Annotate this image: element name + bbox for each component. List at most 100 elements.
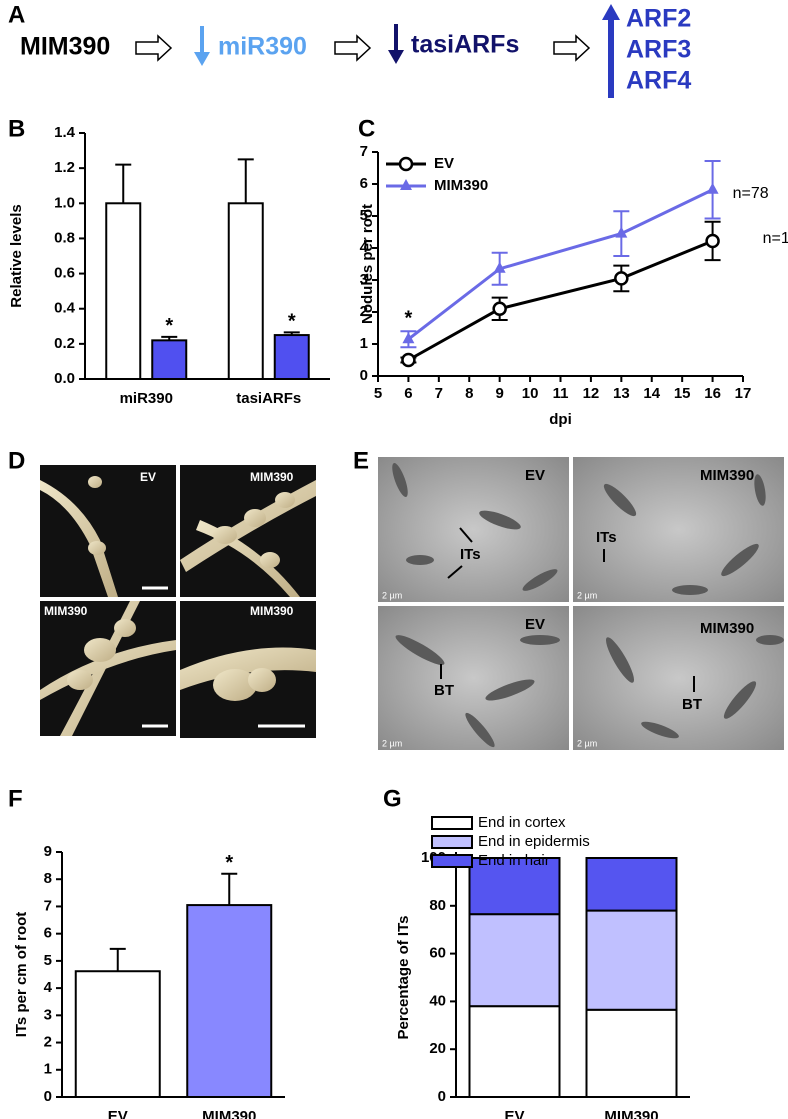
legend-swatch — [431, 816, 473, 830]
nodule — [88, 476, 102, 488]
bar — [151, 339, 188, 381]
nodule — [213, 669, 257, 701]
y-axis-title: ITs per cm of root — [13, 912, 30, 1038]
bar-segment — [468, 913, 561, 1008]
y-tick-label: 9 — [44, 843, 52, 860]
root — [40, 640, 176, 700]
nodule — [244, 509, 266, 527]
x-tick-label: 11 — [553, 385, 569, 402]
micrograph-mark: ITs — [596, 529, 617, 546]
legend-label: End in hair — [478, 852, 550, 869]
root — [180, 647, 316, 690]
pathway-item: miR390 — [218, 33, 307, 61]
micrograph-mark: BT — [682, 696, 702, 713]
x-tick-label: 9 — [495, 385, 503, 402]
up-arrow — [602, 4, 620, 98]
legend-marker — [400, 179, 412, 190]
nodule — [213, 526, 237, 544]
nodule — [260, 552, 280, 568]
line — [407, 239, 714, 362]
y-tick-label: 7 — [360, 143, 368, 160]
y-tick-label: 1 — [44, 1061, 52, 1078]
down-arrow — [194, 26, 210, 66]
bar — [105, 202, 142, 380]
nodule — [248, 668, 276, 692]
y-tick-label: 6 — [44, 925, 52, 942]
y-tick-label: 2 — [360, 303, 368, 320]
bacteroids — [392, 462, 784, 748]
marker — [705, 233, 720, 249]
y-tick-label: 0 — [44, 1088, 52, 1105]
legend-label: EV — [434, 155, 454, 172]
x-tick-label: 7 — [435, 385, 443, 402]
arrow — [553, 34, 591, 62]
panel-label: E — [353, 447, 369, 474]
marker — [706, 182, 719, 194]
x-tick-label: 10 — [522, 385, 539, 402]
legend-label: End in epidermis — [478, 833, 590, 850]
annotation: n=102 — [763, 230, 788, 247]
x-tick-label: 16 — [704, 385, 721, 402]
line — [407, 188, 714, 341]
pathway-item: tasiARFs — [411, 31, 519, 59]
micrograph-label: MIM390 — [700, 467, 754, 484]
nodule — [67, 670, 93, 690]
y-axis-title: Nodules per root — [359, 204, 376, 324]
y-tick-label: 0.6 — [54, 265, 75, 282]
x-tick-label: 6 — [404, 385, 412, 402]
x-tick-label: 5 — [374, 385, 382, 402]
scale-label: 2 µm — [577, 738, 597, 748]
y-axis-title: Percentage of ITs — [395, 916, 412, 1040]
panel-label: G — [383, 785, 402, 812]
y-tick-label: 0.8 — [54, 229, 75, 246]
y-tick-label: 20 — [429, 1040, 446, 1057]
y-tick-label: 8 — [44, 870, 52, 887]
y-tick-label: 0.2 — [54, 335, 75, 352]
bar-segment — [585, 909, 678, 1011]
x-tick-label: 13 — [613, 385, 630, 402]
y-axis-title: Relative levels — [8, 204, 25, 307]
bar-segment — [468, 857, 561, 916]
nodule — [275, 492, 295, 508]
micrograph-label: EV — [525, 616, 545, 633]
arrow — [135, 34, 173, 62]
legend-label: MIM390 — [434, 177, 488, 194]
photo — [40, 601, 176, 736]
y-tick-label: 1.2 — [54, 159, 75, 176]
y-tick-label: 1.4 — [54, 124, 76, 141]
bar — [273, 334, 310, 381]
y-tick-label: 0.4 — [54, 300, 76, 317]
nodule — [114, 619, 136, 637]
root — [40, 480, 118, 597]
marker — [614, 271, 629, 286]
panel-label: C — [358, 115, 375, 142]
nodule — [88, 541, 106, 555]
y-tick-label: 5 — [360, 207, 368, 224]
micrograph-mark: BT — [434, 682, 454, 699]
arrow — [334, 34, 372, 62]
x-tick-label: miR390 — [120, 390, 173, 407]
photo-label: MIM390 — [250, 470, 294, 484]
panel-label: B — [8, 115, 25, 142]
x-tick-label: 8 — [465, 385, 473, 402]
x-tick-label: tasiARFs — [236, 390, 301, 407]
pathway-item: ARF4 — [626, 67, 691, 95]
legend-label: End in cortex — [478, 814, 566, 831]
nodule — [84, 638, 116, 662]
y-tick-label: 80 — [429, 897, 446, 914]
pathway-item: ARF3 — [626, 36, 691, 64]
bar-segment — [468, 1005, 561, 1098]
marker — [401, 352, 416, 368]
legend-swatch — [431, 854, 473, 868]
legend-marker — [398, 156, 414, 172]
scale-label: 2 µm — [382, 590, 402, 600]
y-tick-label: 0.0 — [54, 370, 75, 387]
y-tick-label: 0 — [360, 367, 368, 384]
x-tick-label: EV — [504, 1108, 524, 1119]
y-tick-label: 40 — [429, 992, 446, 1009]
y-tick-label: 5 — [44, 952, 52, 969]
y-tick-label: 7 — [44, 897, 52, 914]
pathway-item: ARF2 — [626, 5, 691, 33]
annotation: * — [288, 311, 296, 333]
panel-label: A — [8, 1, 25, 28]
